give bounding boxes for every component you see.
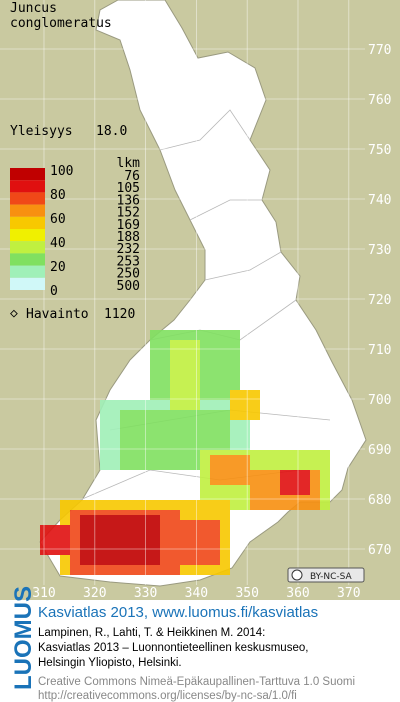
y-tick-label: 750 xyxy=(368,143,391,158)
legend-swatch xyxy=(10,265,45,278)
y-tick-label: 720 xyxy=(368,293,391,308)
citation-line: Kasviatlas 2013 – Luonnontieteellinen ke… xyxy=(38,642,308,654)
count-label: 152 xyxy=(117,206,140,221)
y-tick-label: 740 xyxy=(368,193,391,208)
region-border xyxy=(189,199,262,221)
y-tick-label: 700 xyxy=(368,393,391,408)
observation-label: Havainto xyxy=(26,307,89,322)
scale-label: 80 xyxy=(50,188,66,203)
region-border xyxy=(204,251,282,281)
y-tick-label: 730 xyxy=(368,243,391,258)
citation-line: Lampinen, R., Lahti, T. & Heikkinen M. 2… xyxy=(38,627,265,639)
scale-label: 100 xyxy=(50,164,73,179)
distribution-area xyxy=(40,525,70,555)
region-border xyxy=(159,109,251,151)
y-tick-label: 770 xyxy=(368,43,391,58)
observation-value: 1120 xyxy=(104,307,135,322)
scale-label: 40 xyxy=(50,236,66,251)
distribution-area xyxy=(230,390,260,420)
x-tick-label: 360 xyxy=(286,586,309,601)
labels: Juncus conglomeratus Yleisyys 18.0 lkm ◇… xyxy=(10,1,140,322)
cc-icon xyxy=(291,569,303,581)
distribution-area xyxy=(170,340,200,410)
legend: 100 80 60 40 20 0 7610513615216918823225325050… xyxy=(10,164,140,299)
footer-background xyxy=(0,600,400,702)
count-label: 105 xyxy=(117,181,140,196)
count-label: 500 xyxy=(117,279,140,294)
footer-link: Kasviatlas 2013, www.luomus.fi/kasviatla… xyxy=(38,604,318,621)
frequency-value: 18.0 xyxy=(96,124,127,139)
legend-swatch xyxy=(10,180,45,193)
x-tick-label: 370 xyxy=(337,586,360,601)
y-tick-label: 710 xyxy=(368,343,391,358)
legend-swatch xyxy=(10,241,45,254)
map xyxy=(0,0,367,587)
species-name: Juncus xyxy=(10,1,57,16)
grid xyxy=(0,0,365,585)
license-line: Creative Commons Nimeä-Epäkaupallinen-Ta… xyxy=(38,676,355,688)
scale-label: 20 xyxy=(50,260,66,275)
citation: Lampinen, R., Lahti, T. & Heikkinen M. 2… xyxy=(38,627,308,669)
legend-swatch xyxy=(10,204,45,217)
count-label: 169 xyxy=(117,218,140,233)
y-tick-label: 690 xyxy=(368,443,391,458)
y-tick-label: 670 xyxy=(368,543,391,558)
y-tick-label: 760 xyxy=(368,93,391,108)
y-tick-label: 680 xyxy=(368,493,391,508)
legend-swatch xyxy=(10,229,45,242)
count-label: 232 xyxy=(117,242,140,257)
badge-frame xyxy=(287,567,365,583)
x-tick-label: 330 xyxy=(134,586,157,601)
scale-label: 0 xyxy=(50,284,58,299)
x-tick-label: 340 xyxy=(185,586,208,601)
distribution-area xyxy=(80,515,160,565)
count-label: 250 xyxy=(117,267,140,282)
legend-swatch xyxy=(10,192,45,205)
license-badge: BY-NC-SA xyxy=(287,567,365,583)
observation-marker: ◇ xyxy=(10,306,18,321)
license-line: http://creativecommons.org/licenses/by-n… xyxy=(38,690,297,702)
logo: LUOMUS xyxy=(10,586,37,690)
count-label: 188 xyxy=(117,230,140,245)
legend-swatch xyxy=(10,277,45,290)
license: Creative Commons Nimeä-Epäkaupallinen-Ta… xyxy=(38,676,355,702)
badge-text: BY-NC-SA xyxy=(310,572,353,582)
citation-line: Helsingin Yliopisto, Helsinki. xyxy=(38,657,182,669)
frequency-label: Yleisyys xyxy=(10,124,73,139)
legend-swatch xyxy=(10,216,45,229)
species-name: conglomeratus xyxy=(10,16,112,31)
count-label: 136 xyxy=(117,193,140,208)
distribution-area xyxy=(280,470,310,495)
x-tick-label: 310 xyxy=(32,586,55,601)
distribution-area xyxy=(160,520,220,565)
x-tick-label: 350 xyxy=(235,586,258,601)
distribution-cells xyxy=(40,330,330,575)
scale-label: 60 xyxy=(50,212,66,227)
distribution-area xyxy=(210,455,250,485)
count-label: 253 xyxy=(117,254,140,269)
x-tick-label: 320 xyxy=(83,586,106,601)
legend-swatch xyxy=(10,253,45,266)
count-label: 76 xyxy=(124,169,140,184)
legend-swatch xyxy=(10,168,45,181)
count-header: lkm xyxy=(117,156,141,171)
